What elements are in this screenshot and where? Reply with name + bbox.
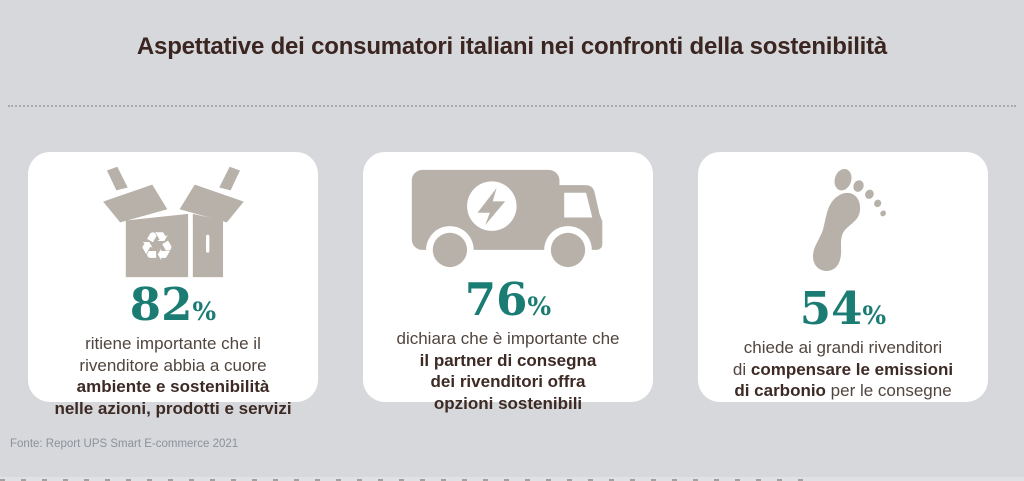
stat-description: chiede ai grandi rivenditori di compensa… [733,337,953,402]
svg-text:♻: ♻ [139,224,175,270]
recycling-box-icon: ♻ [97,162,249,280]
text-line: ritiene importante che il [85,334,261,353]
stat-card-sustainability: ♻ 82% ritiene importante che il rivendit… [28,152,318,418]
stat-description: ritiene importante che il rivenditore ab… [54,333,291,419]
text-line: nelle azioni, prodotti e servizi [54,398,292,418]
text-line: di carbonio per le consegne [734,381,952,400]
text-line: opzioni sostenibili [433,393,583,413]
stat-percentage: 82% [129,278,217,331]
text-line: di compensare le emissioni [732,359,954,379]
carbon-footprint-icon [797,162,889,284]
stat-description: dichiara che è importante che il partner… [396,328,619,414]
source-citation: Fonte: Report UPS Smart E-commerce 2021 [10,438,239,450]
text-line: dichiara che è importante che [396,329,620,348]
page-title: Aspettative dei consumatori italiani nei… [136,33,888,60]
stat-percentage: 76% [464,273,552,326]
text-line: il partner di consegna [419,350,597,370]
text-line: chiede ai grandi rivenditori [743,338,943,357]
electric-delivery-truck-icon [408,162,608,275]
cropped-bottom-edge [0,477,1024,481]
text-line: rivenditore abbia a cuore [79,355,267,375]
stat-percentage: 54% [799,282,887,335]
stat-card-carbon-offset: 54% chiede ai grandi rivenditori di comp… [698,152,988,402]
dotted-divider [8,105,1016,107]
text-line: ambiente e sostenibilità [76,377,270,396]
text-line: dei rivenditori offra [430,372,586,391]
stat-card-delivery-partner: 76% dichiara che è importante che il par… [363,152,653,413]
